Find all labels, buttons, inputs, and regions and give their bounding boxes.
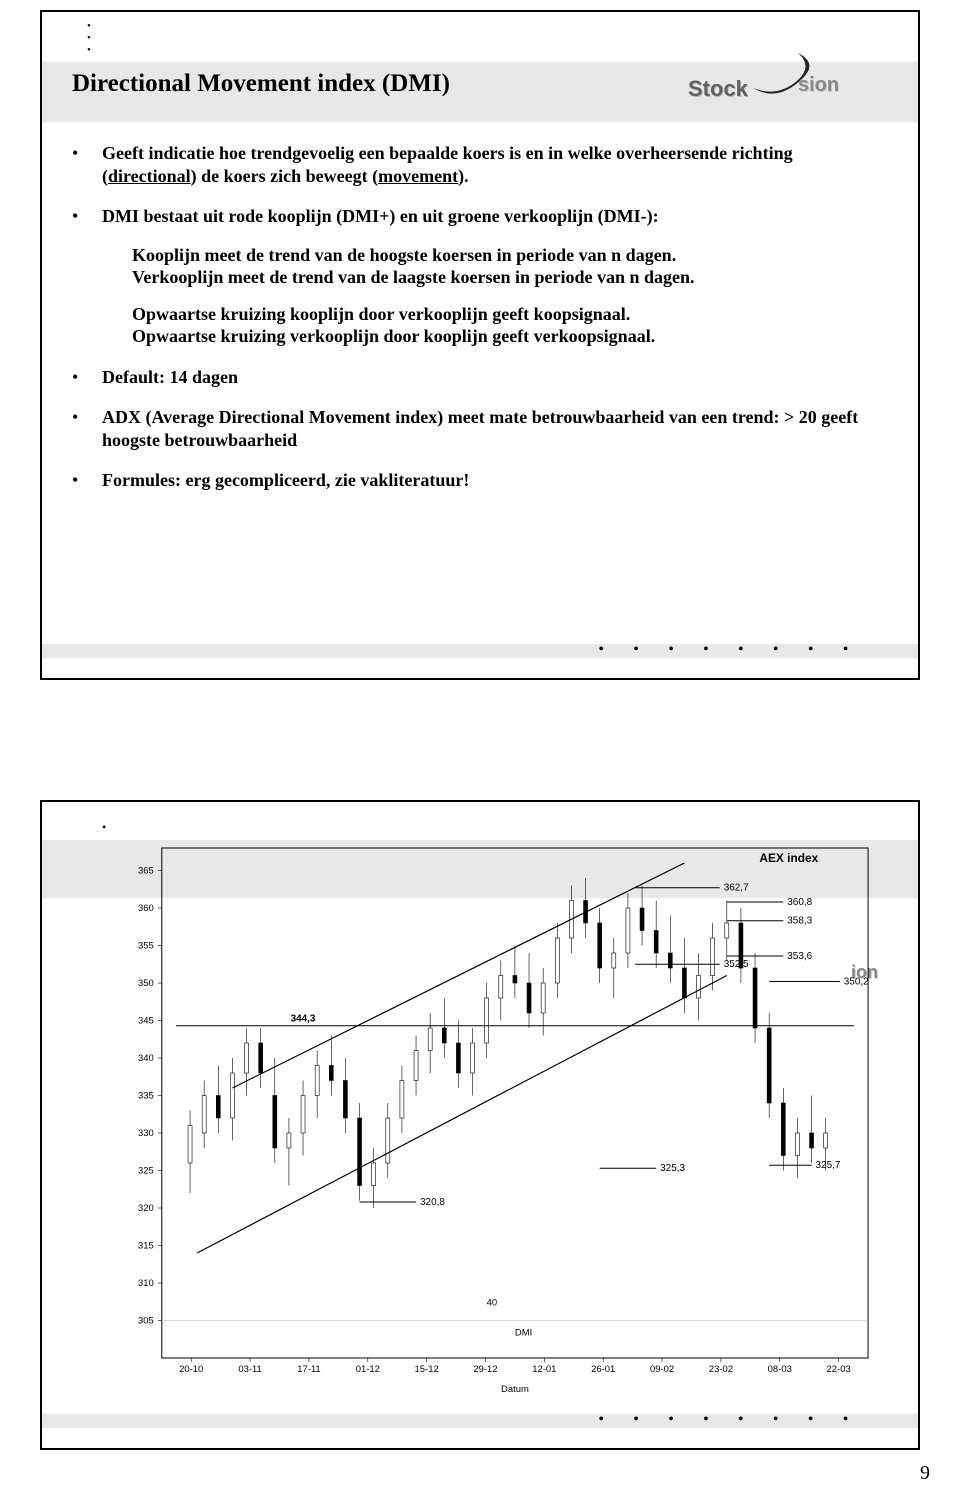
slide-1: ••• Directional Movement index (DMI) Sto… bbox=[40, 10, 920, 680]
logo-text-stock: Stock bbox=[688, 76, 748, 102]
svg-text:350,2: 350,2 bbox=[844, 976, 869, 987]
bullet-item: Default: 14 dagen bbox=[72, 366, 888, 389]
svg-text:320,8: 320,8 bbox=[420, 1197, 445, 1208]
svg-text:22-03: 22-03 bbox=[827, 1364, 851, 1375]
bullet-item: ADX (Average Directional Movement index)… bbox=[72, 406, 888, 451]
bullet-item: Formules: erg gecompliceerd, zie vaklite… bbox=[72, 469, 888, 492]
svg-text:353,6: 353,6 bbox=[787, 951, 812, 962]
svg-text:344,3: 344,3 bbox=[291, 1014, 316, 1025]
logo-text-sion: sion bbox=[798, 74, 839, 97]
svg-text:40: 40 bbox=[487, 1297, 498, 1308]
svg-text:305: 305 bbox=[138, 1315, 154, 1326]
svg-text:345: 345 bbox=[138, 1015, 154, 1026]
svg-text:29-12: 29-12 bbox=[473, 1364, 497, 1375]
svg-text:355: 355 bbox=[138, 940, 154, 951]
svg-text:358,3: 358,3 bbox=[787, 916, 812, 927]
aex-chart: AEX index 305 310 315 320 325 330 335 340 345 350 3… bbox=[122, 838, 878, 1398]
svg-text:365: 365 bbox=[138, 865, 154, 876]
svg-text:362,7: 362,7 bbox=[724, 883, 749, 894]
svg-text:08-03: 08-03 bbox=[768, 1364, 792, 1375]
bullet-item: DMI bestaat uit rode kooplijn (DMI+) en … bbox=[72, 205, 888, 348]
svg-text:325,3: 325,3 bbox=[660, 1163, 685, 1174]
svg-text:360: 360 bbox=[138, 903, 154, 914]
footer-dots: •••••••• bbox=[599, 642, 878, 658]
svg-text:03-11: 03-11 bbox=[238, 1364, 261, 1375]
svg-text:360,8: 360,8 bbox=[787, 897, 812, 908]
svg-text:350: 350 bbox=[138, 978, 154, 989]
slide2-top-bullet: • bbox=[102, 820, 106, 835]
slide-content: Geeft indicatie hoe trendgevoelig een be… bbox=[72, 142, 888, 510]
svg-text:315: 315 bbox=[138, 1240, 154, 1251]
svg-text:09-02: 09-02 bbox=[650, 1364, 674, 1375]
svg-text:335: 335 bbox=[138, 1090, 154, 1101]
logo: Stock sion bbox=[688, 48, 888, 108]
svg-text:20-10: 20-10 bbox=[179, 1364, 203, 1375]
svg-text:Datum: Datum bbox=[501, 1384, 529, 1395]
svg-text:325,7: 325,7 bbox=[816, 1160, 841, 1171]
svg-text:340: 340 bbox=[138, 1053, 154, 1064]
svg-text:330: 330 bbox=[138, 1128, 154, 1139]
svg-text:15-12: 15-12 bbox=[415, 1364, 439, 1375]
svg-text:01-12: 01-12 bbox=[356, 1364, 380, 1375]
svg-text:26-01: 26-01 bbox=[591, 1364, 615, 1375]
svg-text:AEX index: AEX index bbox=[759, 851, 818, 865]
slide-2: • ion AEX index3053103153203253303353403… bbox=[40, 800, 920, 1450]
svg-text:320: 320 bbox=[138, 1203, 154, 1214]
bullet-item: Geeft indicatie hoe trendgevoelig een be… bbox=[72, 142, 888, 187]
slide2-footer-dots: •••••••• bbox=[599, 1412, 878, 1428]
svg-text:12-01: 12-01 bbox=[532, 1364, 556, 1375]
svg-text:352,5: 352,5 bbox=[724, 959, 749, 970]
svg-text:17-11: 17-11 bbox=[297, 1364, 320, 1375]
top-header-bullets: ••• bbox=[87, 20, 91, 56]
page-number: 9 bbox=[920, 1462, 930, 1485]
svg-text:DMI: DMI bbox=[515, 1327, 532, 1338]
svg-text:310: 310 bbox=[138, 1278, 154, 1289]
slide-title: Directional Movement index (DMI) bbox=[72, 70, 450, 98]
svg-text:23-02: 23-02 bbox=[709, 1364, 733, 1375]
svg-text:325: 325 bbox=[138, 1165, 154, 1176]
